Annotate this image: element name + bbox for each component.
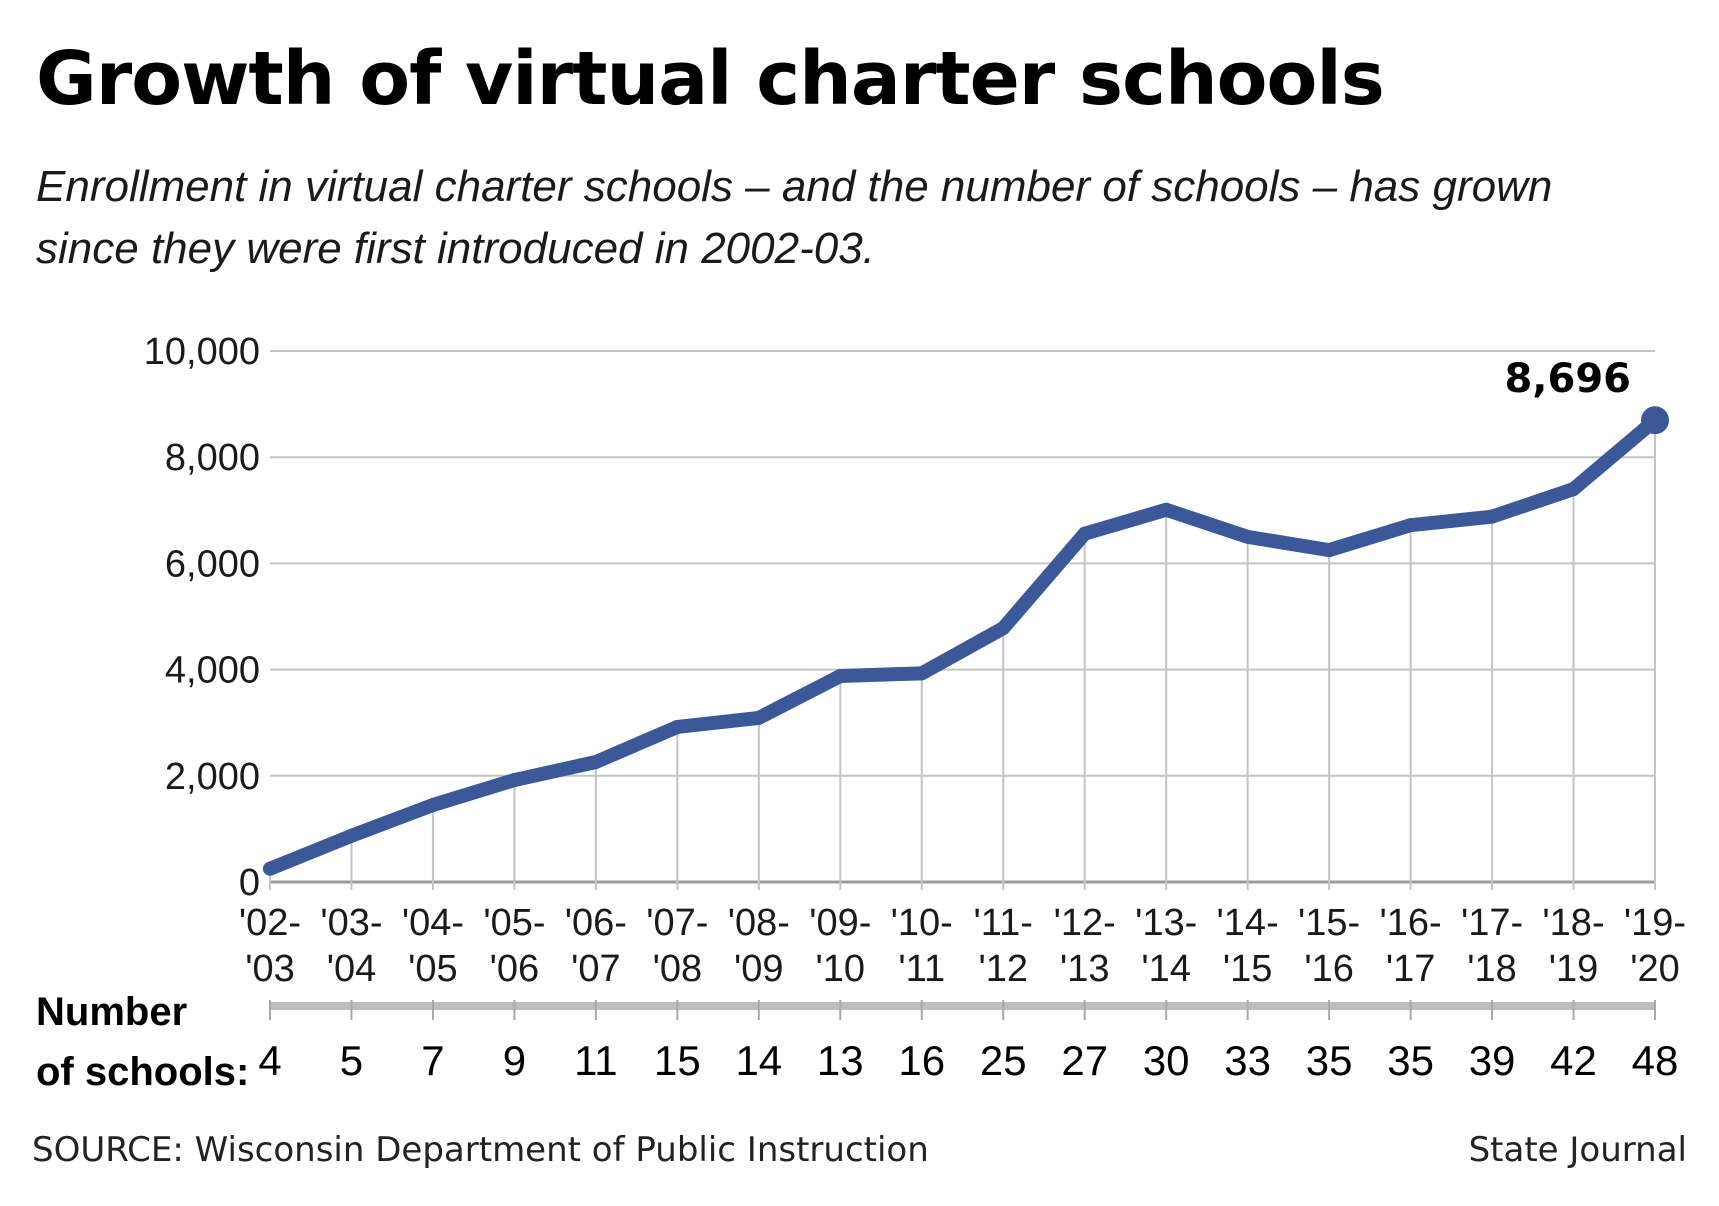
x-tick-label: '18- xyxy=(1542,902,1604,944)
schools-count: 48 xyxy=(1632,1037,1679,1084)
schools-count: 42 xyxy=(1550,1037,1597,1084)
data-point xyxy=(751,710,766,725)
x-tick-label: '15- xyxy=(1298,902,1360,944)
data-point xyxy=(1322,543,1337,558)
end-point-marker xyxy=(1641,406,1669,435)
schools-label-line-2: of schools: xyxy=(36,1050,250,1094)
schools-count: 30 xyxy=(1143,1037,1190,1084)
y-tick-label: 6,000 xyxy=(165,543,260,585)
x-tick-label: '10 xyxy=(816,948,866,990)
x-tick-label: '02- xyxy=(239,902,301,944)
data-point xyxy=(425,798,440,813)
data-point xyxy=(1077,526,1092,541)
x-tick-label: '06- xyxy=(565,902,627,944)
x-tick-label: '09- xyxy=(809,902,871,944)
schools-count: 27 xyxy=(1061,1037,1108,1084)
number-of-schools-row: 4 5 7 9 11 15 14 13 16 25 27 30 33 35 35 39 42 48 xyxy=(258,1000,1678,1084)
x-tick-label: '14 xyxy=(1141,948,1191,990)
data-point xyxy=(833,668,848,683)
chart-title: Growth of virtual charter schools xyxy=(36,36,1385,122)
schools-count: 16 xyxy=(898,1037,945,1084)
data-point xyxy=(263,861,277,876)
x-tick-label: '08- xyxy=(728,902,790,944)
chart-subtitle: Enrollment in virtual charter schools – … xyxy=(36,156,1676,280)
schools-count: 25 xyxy=(980,1037,1027,1084)
y-tick-label: 2,000 xyxy=(165,756,260,798)
data-point xyxy=(1403,518,1418,533)
end-value-annotation: 8,696 xyxy=(1504,356,1631,402)
schools-count: 35 xyxy=(1387,1037,1434,1084)
x-tick-label: '19- xyxy=(1624,902,1686,944)
schools-label-line-1: Number xyxy=(36,990,188,1034)
data-point xyxy=(1485,509,1500,524)
data-point xyxy=(344,828,359,843)
x-tick-label: '17- xyxy=(1461,902,1523,944)
schools-count: 39 xyxy=(1469,1037,1516,1084)
x-tick-label: '04 xyxy=(327,948,377,990)
x-tick-label: '13 xyxy=(1060,948,1110,990)
data-point xyxy=(507,773,522,788)
schools-count: 33 xyxy=(1224,1037,1271,1084)
y-tick-label: 4,000 xyxy=(165,650,260,692)
x-tick-label: '14- xyxy=(1217,902,1279,944)
x-tick-label: '08 xyxy=(653,948,703,990)
x-tick-label: '06 xyxy=(490,948,540,990)
schools-count: 5 xyxy=(340,1037,363,1084)
data-point xyxy=(914,666,929,681)
x-tick-label: '05 xyxy=(408,948,458,990)
schools-count: 9 xyxy=(503,1037,526,1084)
x-tick-label: '17 xyxy=(1386,948,1436,990)
data-point xyxy=(1159,502,1174,517)
x-tick-label: '09 xyxy=(734,948,784,990)
x-tick-label: '07- xyxy=(646,902,708,944)
y-tick-label: 8,000 xyxy=(165,437,260,479)
y-tick-label: 0 xyxy=(239,862,260,904)
x-tick-label: '16- xyxy=(1379,902,1441,944)
subtitle-line-1: Enrollment in virtual charter schools – … xyxy=(36,162,1553,211)
schools-count: 35 xyxy=(1306,1037,1353,1084)
data-point xyxy=(996,621,1011,636)
subtitle-line-2: since they were first introduced in 2002… xyxy=(36,224,875,273)
x-tick-label: '15 xyxy=(1223,948,1273,990)
schools-count: 14 xyxy=(735,1037,782,1084)
x-tick-label: '12 xyxy=(978,948,1028,990)
schools-count: 11 xyxy=(574,1037,618,1084)
x-tick-label: '11 xyxy=(898,948,945,990)
x-tick-label: '12- xyxy=(1054,902,1116,944)
x-tick-label: '18 xyxy=(1467,948,1517,990)
data-point xyxy=(670,719,685,734)
enrollment-series: 8,696 xyxy=(263,356,1669,876)
x-tick-label: '07 xyxy=(571,948,621,990)
gridlines xyxy=(269,350,1656,890)
publisher-credit: State Journal xyxy=(1468,1130,1687,1170)
enrollment-line xyxy=(263,413,1662,876)
schools-count: 7 xyxy=(421,1037,444,1084)
x-tick-label: '04- xyxy=(402,902,464,944)
x-tick-label: '20 xyxy=(1630,948,1680,990)
x-tick-label: '19 xyxy=(1549,948,1599,990)
x-tick-label: '13- xyxy=(1135,902,1197,944)
y-tick-label: 10,000 xyxy=(144,331,260,373)
data-point xyxy=(588,754,603,769)
number-of-schools-label: Number of schools: xyxy=(36,982,249,1102)
schools-count: 15 xyxy=(654,1037,701,1084)
x-tick-label: '03- xyxy=(320,902,382,944)
x-tick-label: '10- xyxy=(891,902,953,944)
x-tick-label: '05- xyxy=(483,902,545,944)
schools-count: 4 xyxy=(258,1037,281,1084)
source-note: SOURCE: Wisconsin Department of Public I… xyxy=(32,1130,929,1170)
x-tick-label: '03 xyxy=(245,948,295,990)
data-point xyxy=(1566,482,1581,497)
data-point xyxy=(1240,529,1255,544)
x-tick-label: '11- xyxy=(974,902,1033,944)
x-tick-label: '16 xyxy=(1304,948,1354,990)
y-axis-ticks: 0 2,000 4,000 6,000 8,000 10,000 xyxy=(144,331,260,904)
x-axis-ticks: '02-'03'03-'04'04-'05'05-'06'06-'07'07-'… xyxy=(239,902,1686,990)
schools-count: 13 xyxy=(817,1037,864,1084)
